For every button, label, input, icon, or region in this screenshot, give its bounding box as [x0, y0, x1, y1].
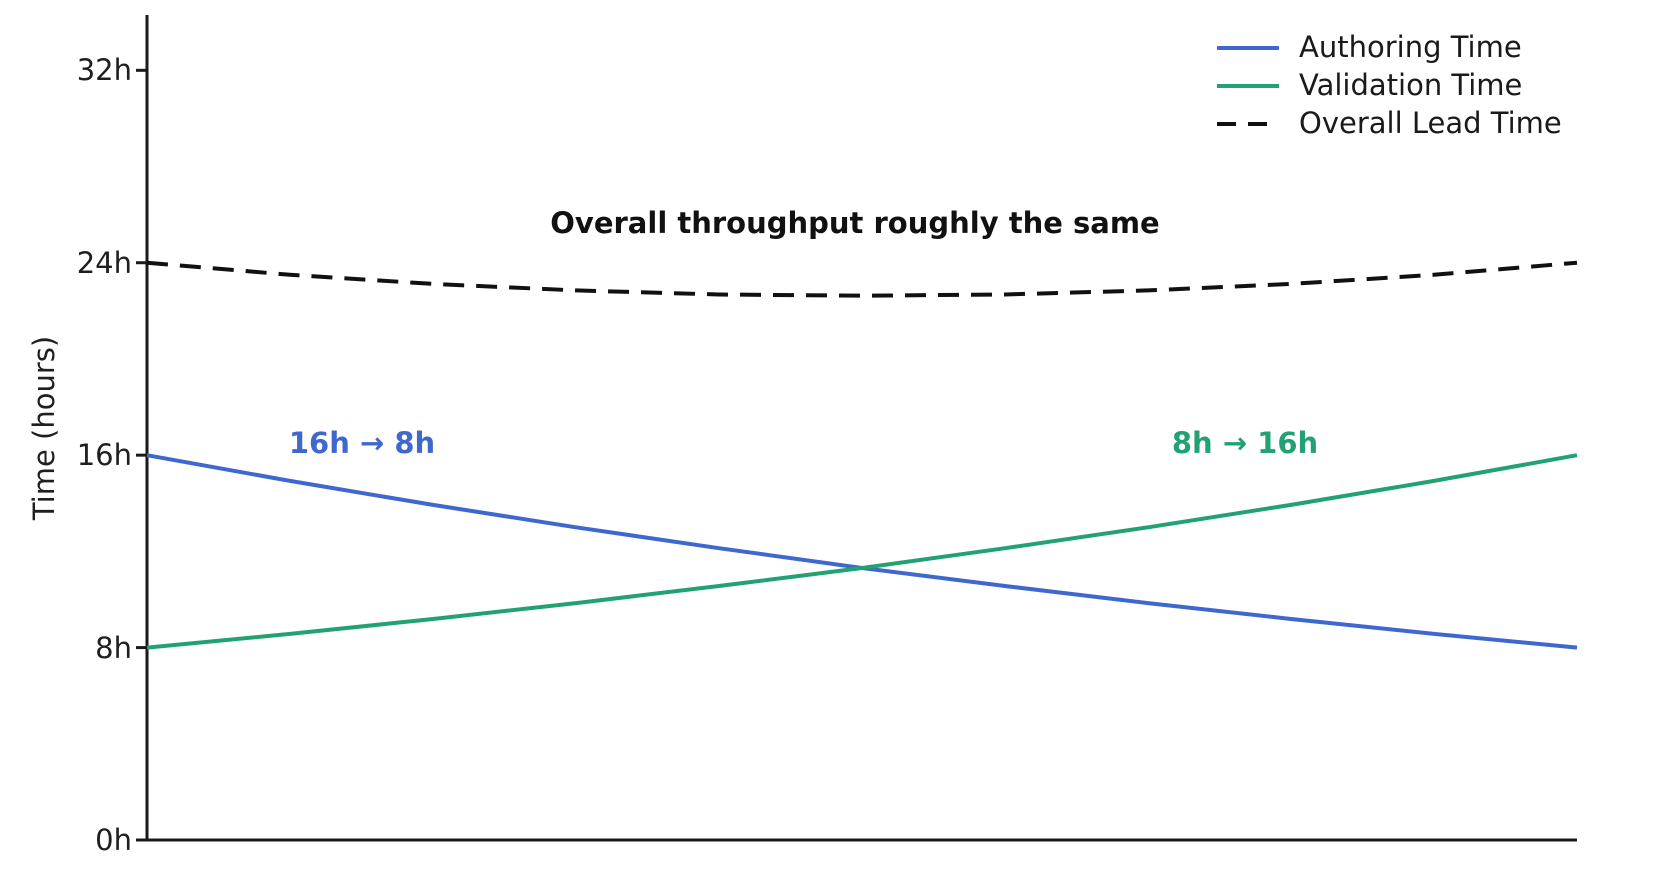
legend-item-validation-time: Validation Time [1217, 71, 1562, 100]
y-axis-ticks [136, 68, 147, 842]
annotation-validation-change: 8h → 16h [1171, 426, 1319, 460]
legend-item-overall-lead-time: Overall Lead Time [1217, 109, 1562, 138]
legend-line-sample-overall-lead [1217, 121, 1279, 126]
y-tick-label-32h: 32h [76, 53, 132, 88]
chart-legend: Authoring Time Validation Time Overall L… [1217, 33, 1562, 138]
legend-label: Overall Lead Time [1299, 106, 1562, 140]
y-tick-label-8h: 8h [95, 630, 132, 665]
series-line-authoring [146, 453, 1578, 650]
annotation-overall-throughput: Overall throughput roughly the same [550, 206, 1160, 240]
legend-line-sample-validation [1217, 83, 1279, 88]
series-line-overall-lead [146, 260, 1578, 298]
y-tick-label-24h: 24h [76, 245, 132, 280]
legend-line-sample-authoring [1217, 45, 1279, 50]
y-tick-label-16h: 16h [76, 438, 132, 473]
legend-label: Authoring Time [1299, 30, 1522, 64]
y-axis-title: Time (hours) [27, 335, 61, 521]
y-tick-label-0h: 0h [95, 823, 132, 857]
legend-item-authoring-time: Authoring Time [1217, 33, 1562, 62]
series-line-validation [146, 453, 1578, 650]
chart-series [146, 260, 1578, 650]
legend-label: Validation Time [1299, 68, 1523, 102]
annotation-authoring-change: 16h → 8h [288, 426, 436, 460]
